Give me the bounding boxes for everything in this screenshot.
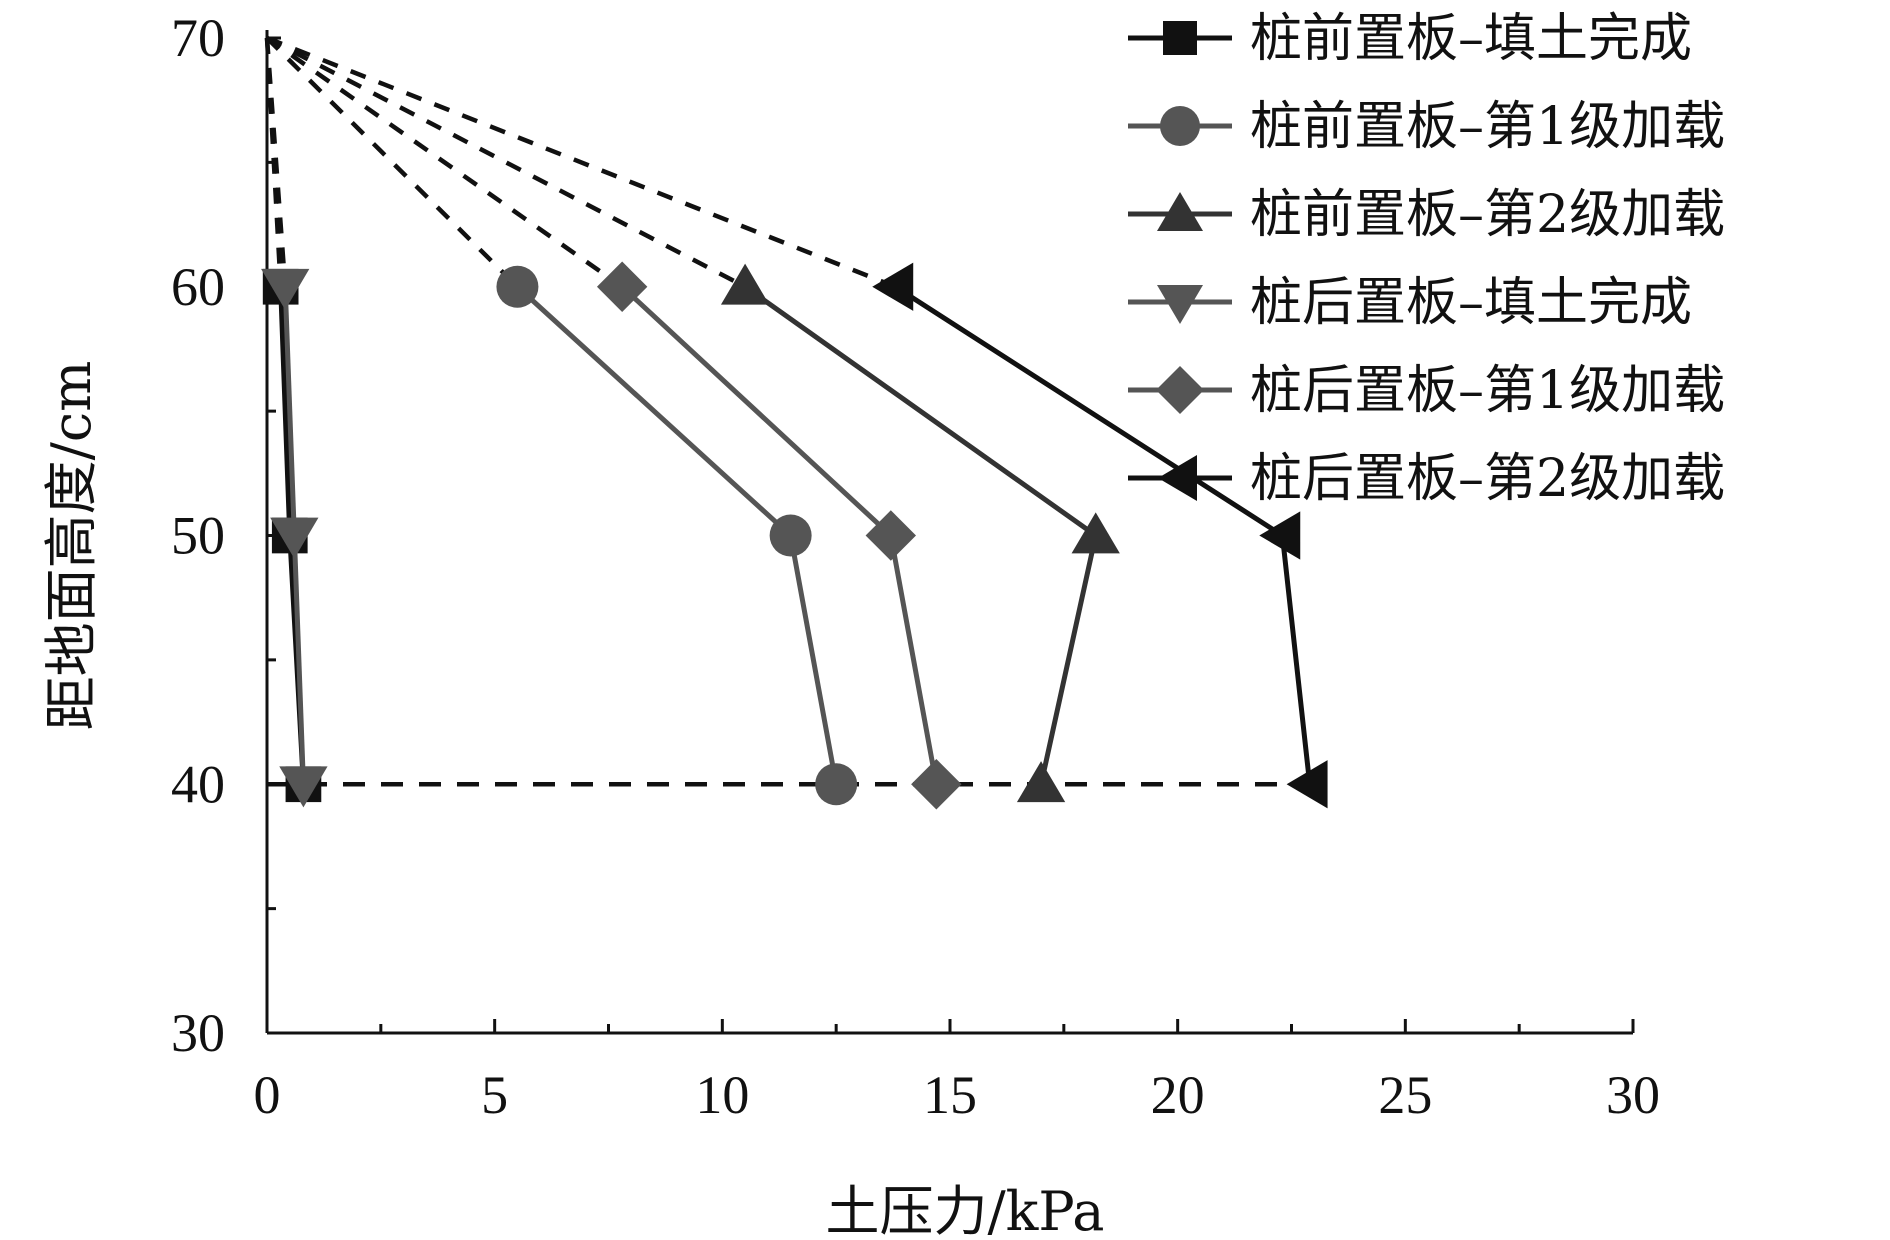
- dashed-guide-line: [266, 35, 897, 289]
- data-point: [1259, 511, 1301, 560]
- legend-marker: [1157, 285, 1203, 324]
- series-2: [496, 265, 858, 806]
- legend-entry: 桩后置板–填土完成: [1128, 273, 1692, 333]
- series-4: [261, 268, 328, 808]
- x-tick-label: 30: [1606, 1065, 1660, 1125]
- x-axis-title: 土压力/kPa: [825, 1180, 1104, 1240]
- legend-entry: 桩前置板–第1级加载: [1128, 97, 1725, 157]
- data-point: [1071, 512, 1120, 554]
- legend-marker: [1158, 455, 1197, 501]
- dashed-guide-line: [264, 37, 288, 287]
- dashed-guide-line: [265, 36, 520, 289]
- legend-label: 桩前置板–第2级加载: [1250, 185, 1725, 245]
- x-tick-label: 15: [923, 1065, 977, 1125]
- data-point: [261, 268, 310, 310]
- data-point: [815, 763, 858, 806]
- legend-entry: 桩前置板–第2级加载: [1128, 185, 1725, 245]
- y-tick-label: 30: [171, 1003, 225, 1063]
- x-tick-label: 25: [1378, 1065, 1432, 1125]
- legend-label: 桩后置板–填土完成: [1250, 273, 1692, 333]
- legend-entry: 桩后置板–第2级加载: [1128, 449, 1725, 509]
- legend-marker: [1157, 192, 1203, 231]
- data-point: [1016, 761, 1066, 803]
- legend-label: 桩前置板–填土完成: [1250, 9, 1692, 69]
- y-axis-title: 距地面高度/cm: [40, 361, 103, 731]
- dashed-guide-line: [265, 36, 747, 289]
- data-point: [279, 766, 328, 808]
- y-tick-label: 50: [171, 506, 225, 566]
- legend-label: 桩后置板–第1级加载: [1250, 361, 1725, 421]
- x-tick-label: 0: [254, 1065, 281, 1125]
- legend-entry: 桩后置板–第1级加载: [1128, 361, 1725, 421]
- y-tick-label: 70: [171, 8, 225, 68]
- data-point: [596, 261, 648, 312]
- data-point: [769, 514, 812, 557]
- data-point: [1286, 760, 1328, 809]
- dashed-guide-line: [265, 36, 624, 289]
- data-point: [720, 263, 770, 305]
- legend-marker: [1156, 366, 1204, 414]
- data-point: [865, 510, 917, 561]
- legend-marker: [1160, 106, 1200, 146]
- data-point: [911, 759, 962, 810]
- legend-label: 桩后置板–第2级加载: [1250, 449, 1725, 509]
- series-6: [872, 262, 1328, 809]
- y-tick-label: 60: [171, 257, 225, 317]
- legend-entry: 桩前置板–填土完成: [1128, 9, 1692, 69]
- series-5: [596, 261, 962, 810]
- x-tick-label: 10: [695, 1065, 749, 1125]
- data-point: [270, 517, 319, 559]
- legend-label: 桩前置板–第1级加载: [1250, 97, 1725, 157]
- data-point: [496, 265, 539, 308]
- legend-marker: [1163, 21, 1197, 55]
- series-layer: [261, 261, 1328, 810]
- series-3: [720, 263, 1120, 803]
- y-tick-label: 40: [171, 754, 225, 814]
- x-tick-label: 5: [481, 1065, 508, 1125]
- data-point: [872, 262, 914, 311]
- dashed-guides: [264, 35, 1310, 787]
- x-tick-label: 20: [1151, 1065, 1205, 1125]
- legend: 桩前置板–填土完成桩前置板–第1级加载桩前置板–第2级加载桩后置板–填土完成桩后…: [1128, 9, 1725, 509]
- axes: 0 5 10 15 20 25 30 30 40 50 60 70: [171, 8, 1660, 1125]
